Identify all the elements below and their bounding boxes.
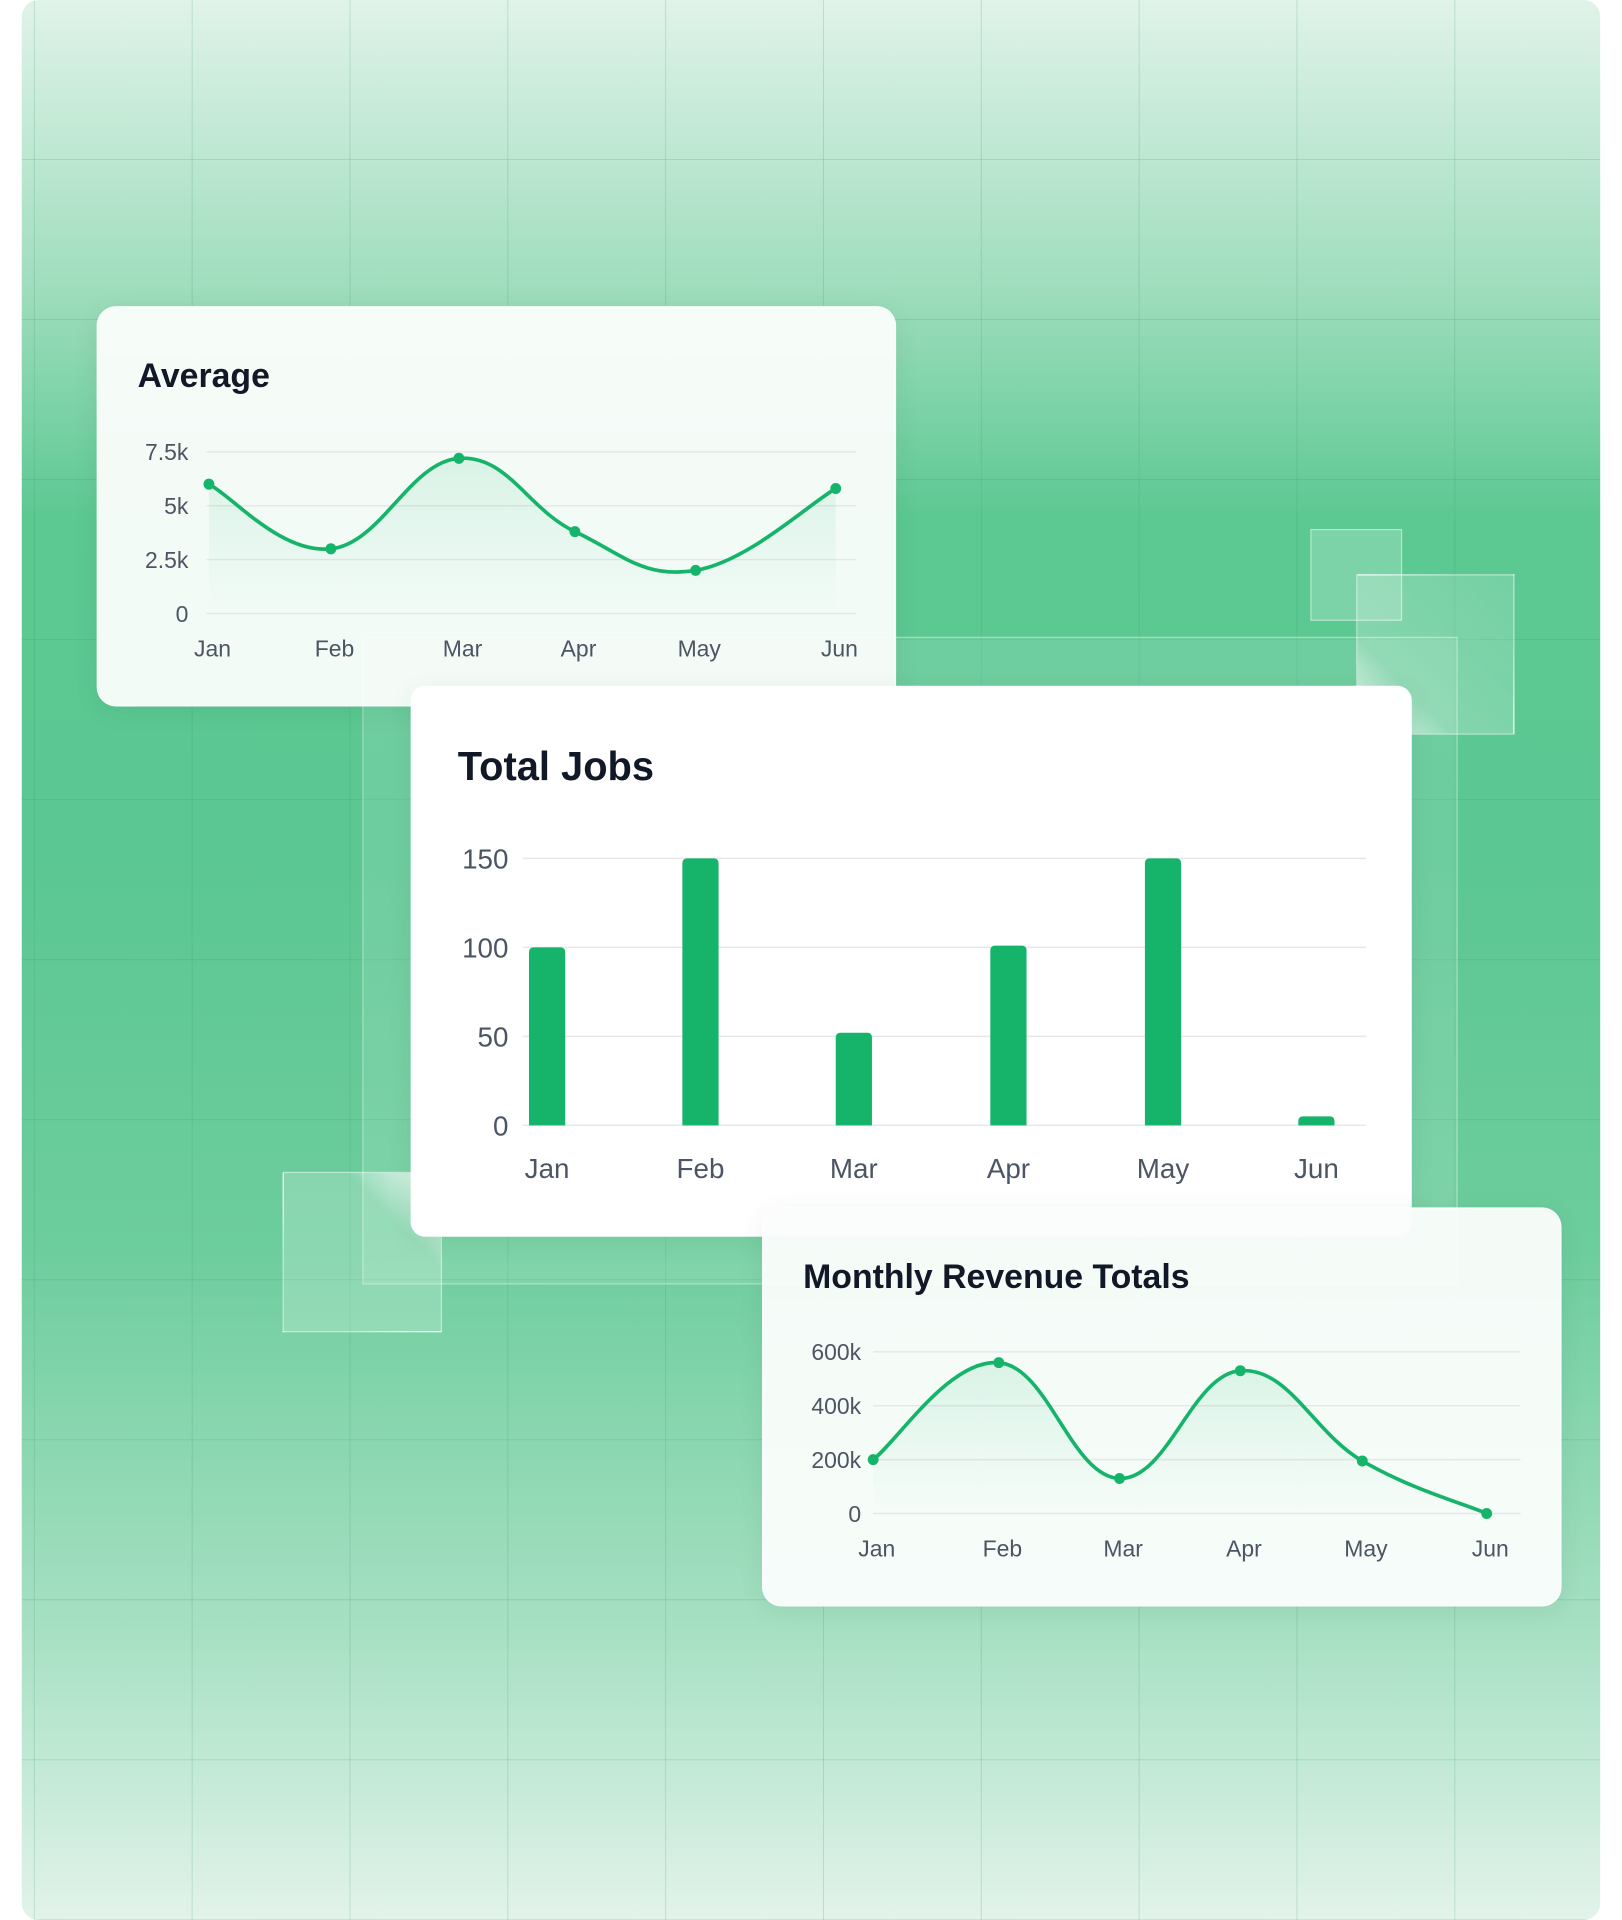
total-jobs-bar-chart: 0 50 100 150 Jan Feb Mar Apr May Jun	[462, 843, 1366, 1184]
y-tick-label: 50	[478, 1021, 509, 1052]
data-point	[867, 1454, 879, 1466]
x-tick-label: Jan	[858, 1535, 895, 1561]
y-tick-label: 600k	[811, 1339, 861, 1365]
x-tick-label: Jan	[525, 1153, 570, 1184]
x-tick-label: Feb	[677, 1153, 725, 1184]
x-tick-label: Mar	[1103, 1535, 1143, 1561]
data-point	[690, 564, 702, 576]
data-point	[1356, 1455, 1368, 1467]
bar	[528, 947, 566, 1126]
area-fill	[873, 1362, 1487, 1514]
data-point	[993, 1357, 1005, 1369]
y-tick-label: 0	[176, 601, 189, 627]
x-tick-label: Feb	[315, 635, 355, 661]
data-point	[453, 452, 465, 464]
data-point	[203, 478, 215, 490]
monthly-revenue-line-chart: 0 200k 400k 600k Jan Feb Mar Apr May Jun	[811, 1339, 1521, 1561]
monthly-revenue-card: Monthly Revenue Totals 0 200k 400k 600k Jan F…	[762, 1207, 1562, 1607]
y-tick-label: 200k	[811, 1447, 861, 1473]
average-card: Average 0 2.5k 5k 7.5k Jan Feb Mar Apr May Jun	[96, 306, 897, 707]
area-fill	[208, 458, 836, 614]
y-tick-label: 2.5k	[145, 547, 189, 573]
y-tick-label: 150	[462, 843, 508, 874]
y-tick-label: 100	[462, 932, 508, 963]
data-point	[569, 526, 581, 538]
bar	[1298, 1116, 1335, 1126]
x-tick-label: Mar	[443, 635, 483, 661]
bar	[990, 945, 1027, 1126]
series-line	[208, 456, 837, 574]
chart-title: Average	[137, 356, 270, 395]
total-jobs-card: Total Jobs 0 50 100 150 Jan Feb Mar Apr May Jun	[410, 685, 1412, 1237]
x-tick-label: May	[678, 635, 722, 661]
bar	[682, 858, 719, 1126]
data-point	[1481, 1507, 1493, 1519]
x-tick-label: Apr	[561, 635, 597, 661]
average-line-chart: 0 2.5k 5k 7.5k Jan Feb Mar Apr May Jun	[145, 439, 858, 661]
y-tick-label: 0	[848, 1501, 861, 1527]
x-tick-label: Jun	[1472, 1535, 1509, 1561]
x-tick-label: Jan	[194, 635, 231, 661]
x-tick-label: May	[1137, 1153, 1189, 1184]
data-point	[1114, 1472, 1125, 1484]
data-point	[325, 543, 337, 555]
data-point	[830, 482, 842, 494]
x-tick-label: Jun	[1294, 1153, 1339, 1184]
data-point	[1234, 1365, 1246, 1377]
x-tick-label: Apr	[1226, 1535, 1262, 1561]
x-tick-label: May	[1344, 1535, 1388, 1561]
bar	[835, 1032, 872, 1126]
decorative-square	[1310, 528, 1403, 621]
chart-title: Total Jobs	[457, 743, 655, 789]
x-tick-label: Apr	[987, 1153, 1030, 1184]
chart-title: Monthly Revenue Totals	[803, 1257, 1190, 1296]
x-tick-label: Mar	[830, 1153, 878, 1184]
y-tick-label: 0	[493, 1110, 508, 1141]
y-tick-label: 400k	[811, 1393, 861, 1419]
y-tick-label: 5k	[164, 493, 189, 519]
x-tick-label: Feb	[983, 1535, 1023, 1561]
x-tick-label: Jun	[821, 635, 858, 661]
bar	[1144, 858, 1182, 1126]
y-tick-label: 7.5k	[145, 439, 189, 465]
